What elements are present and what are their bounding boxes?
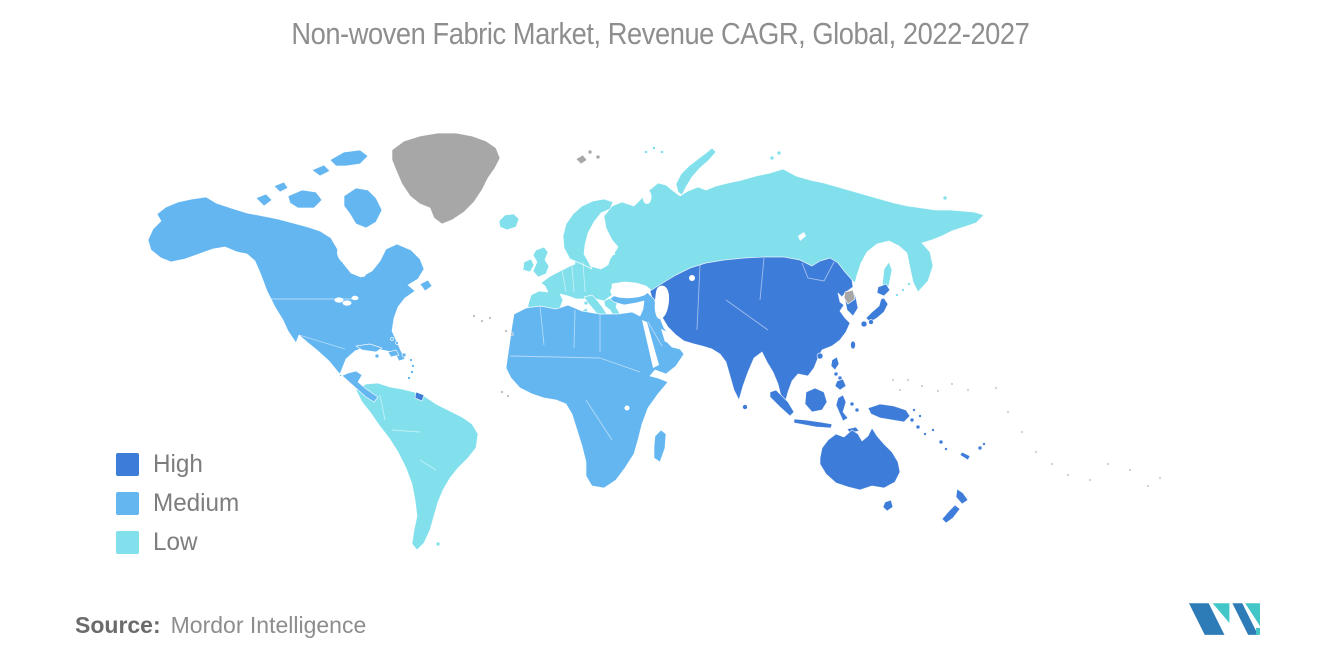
region-corsica bbox=[583, 300, 589, 306]
source-value: Mordor Intelligence bbox=[170, 612, 367, 638]
region-ireland bbox=[522, 258, 535, 273]
region-sumatra bbox=[769, 389, 795, 417]
region-sri-lanka bbox=[742, 404, 748, 410]
region-borneo bbox=[804, 387, 828, 413]
map-high-regions bbox=[414, 256, 986, 524]
red-sea bbox=[642, 320, 659, 368]
region-uk bbox=[532, 246, 550, 278]
region-french-guiana bbox=[414, 391, 425, 402]
region-australia bbox=[819, 427, 901, 491]
region-nz-north bbox=[955, 488, 969, 505]
logo-shape-blue-2 bbox=[1232, 603, 1259, 635]
map-country-borders bbox=[222, 257, 835, 471]
great-lake bbox=[334, 297, 344, 303]
region-newfoundland bbox=[419, 279, 433, 292]
legend-label-low: Low bbox=[153, 527, 198, 556]
logo-shape-teal-1 bbox=[1212, 603, 1230, 623]
map-water-overlays bbox=[334, 190, 806, 411]
black-sea bbox=[610, 284, 648, 299]
region-sulawesi bbox=[835, 394, 849, 422]
region-greenland bbox=[391, 132, 501, 225]
region-tasmania bbox=[882, 499, 894, 512]
region-africa-middle-east bbox=[505, 291, 685, 489]
region-novaya-zemlya bbox=[675, 147, 717, 196]
gulf-of-finland bbox=[599, 250, 615, 255]
map-low-regions bbox=[355, 146, 985, 551]
lake-baikal bbox=[798, 232, 806, 241]
hudson-bay bbox=[337, 237, 375, 267]
region-scandinavia bbox=[562, 198, 614, 270]
source-line: Source: Mordor Intelligence bbox=[75, 612, 366, 639]
region-svalbard bbox=[575, 154, 588, 165]
chart-title-wrap: Non-woven Fabric Market, Revenue CAGR, G… bbox=[0, 16, 1320, 52]
legend-swatch-medium bbox=[116, 491, 139, 515]
region-cuba bbox=[355, 343, 383, 353]
persian-gulf bbox=[661, 329, 671, 342]
region-hainan bbox=[816, 352, 824, 360]
source-label: Source: bbox=[75, 612, 161, 638]
region-new-guinea bbox=[867, 403, 911, 423]
region-small-islands bbox=[472, 314, 1162, 488]
region-taiwan bbox=[850, 340, 856, 350]
region-japan-hokkaido bbox=[876, 283, 891, 297]
mordor-intelligence-logo bbox=[1188, 603, 1260, 635]
region-europe-russia bbox=[527, 168, 985, 317]
lake-victoria bbox=[624, 405, 630, 411]
legend: High Medium Low bbox=[116, 449, 242, 569]
logo-shape-teal-3 bbox=[1256, 627, 1260, 635]
chart-title: Non-woven Fabric Market, Revenue CAGR, G… bbox=[290, 16, 1030, 51]
region-japan-honshu bbox=[865, 297, 889, 323]
region-iceland bbox=[498, 213, 520, 231]
region-hispaniola bbox=[387, 349, 400, 358]
logo-shape-blue-1 bbox=[1188, 603, 1225, 635]
logo-shape-teal-2 bbox=[1245, 603, 1260, 626]
legend-item-medium: Medium bbox=[116, 488, 242, 517]
region-north-korea bbox=[843, 289, 856, 305]
region-asia-high bbox=[649, 256, 854, 404]
legend-swatch-low bbox=[116, 530, 139, 554]
caspian-sea bbox=[654, 285, 670, 319]
region-java bbox=[793, 418, 833, 429]
map-no-data-regions bbox=[391, 132, 1162, 488]
aral-sea bbox=[689, 275, 695, 281]
legend-label-medium: Medium bbox=[153, 488, 240, 517]
region-north-america bbox=[147, 196, 425, 403]
region-south-america bbox=[355, 382, 479, 551]
region-falklands bbox=[435, 541, 441, 547]
white-sea bbox=[642, 190, 652, 204]
region-philippines bbox=[830, 356, 840, 371]
legend-item-low: Low bbox=[116, 527, 242, 556]
james-bay bbox=[359, 263, 367, 277]
legend-swatch-high bbox=[116, 452, 139, 476]
map-medium-regions bbox=[147, 149, 685, 489]
region-new-caledonia bbox=[959, 451, 971, 461]
legend-item-high: High bbox=[116, 449, 242, 478]
region-madagascar bbox=[653, 429, 667, 463]
legend-label-high: High bbox=[153, 449, 203, 478]
region-nz-south bbox=[941, 504, 961, 524]
